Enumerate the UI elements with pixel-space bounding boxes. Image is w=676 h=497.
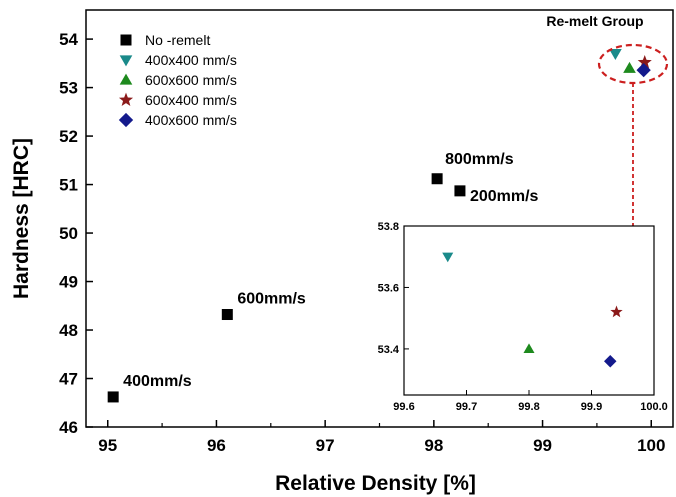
inset-x-tick-label: 99.6	[393, 401, 414, 413]
legend-label: No -remelt	[145, 32, 210, 48]
data-label: 600mm/s	[237, 291, 306, 308]
legend-marker	[118, 112, 134, 128]
remelt-group-label: Re-melt Group	[546, 13, 643, 29]
inset-data-point	[610, 305, 623, 318]
legend-label: 600x400 mm/s	[145, 92, 237, 108]
data-point	[637, 54, 652, 69]
data-point	[431, 173, 443, 185]
legend-marker	[119, 73, 133, 85]
legend-label: 400x600 mm/s	[145, 112, 237, 128]
legend-marker	[119, 55, 133, 67]
inset-data-point	[523, 343, 535, 353]
inset-x-tick-label: 99.7	[456, 401, 477, 413]
legend-label: 600x600 mm/s	[145, 72, 237, 88]
x-tick-label: 95	[98, 436, 117, 455]
legend-marker	[120, 34, 132, 46]
inset-data-point	[442, 252, 454, 263]
legend-label: 400x400 mm/s	[145, 52, 237, 68]
inset-y-tick-label: 53.8	[378, 221, 399, 233]
plot-frame	[85, 9, 674, 428]
y-tick-label: 48	[59, 321, 78, 340]
y-tick-label: 50	[59, 224, 78, 243]
y-tick-label: 54	[59, 30, 78, 49]
y-tick-label: 46	[59, 418, 78, 437]
remelt-group-ellipse	[597, 43, 669, 85]
data-point	[609, 48, 622, 60]
data-label: 200mm/s	[470, 188, 539, 205]
inset-data-point	[604, 354, 617, 368]
x-tick-label: 98	[424, 436, 443, 455]
data-point	[636, 62, 651, 78]
inset-x-tick-label: 99.9	[581, 401, 602, 413]
legend-marker	[118, 92, 134, 107]
y-tick-label: 51	[59, 176, 78, 195]
inset-x-tick-label: 100.0	[640, 401, 668, 413]
y-tick-label: 52	[59, 127, 78, 146]
data-point	[107, 391, 119, 403]
data-point	[221, 309, 233, 321]
data-point	[454, 185, 466, 197]
y-axis-title: Hardness [HRC]	[10, 138, 33, 299]
y-tick-label: 53	[59, 79, 78, 98]
inset-y-tick-label: 53.6	[378, 282, 399, 294]
x-tick-label: 96	[207, 436, 226, 455]
x-axis-title: Relative Density [%]	[275, 472, 476, 495]
x-tick-label: 100	[637, 436, 665, 455]
y-tick-label: 49	[59, 273, 78, 292]
data-point	[623, 61, 636, 73]
inset-y-tick-label: 53.4	[378, 344, 400, 356]
data-label: 400mm/s	[123, 373, 192, 390]
x-tick-label: 99	[533, 436, 552, 455]
inset-x-tick-label: 99.8	[518, 401, 539, 413]
data-label: 800mm/s	[445, 151, 514, 168]
x-tick-label: 97	[316, 436, 335, 455]
y-tick-label: 47	[59, 370, 78, 389]
